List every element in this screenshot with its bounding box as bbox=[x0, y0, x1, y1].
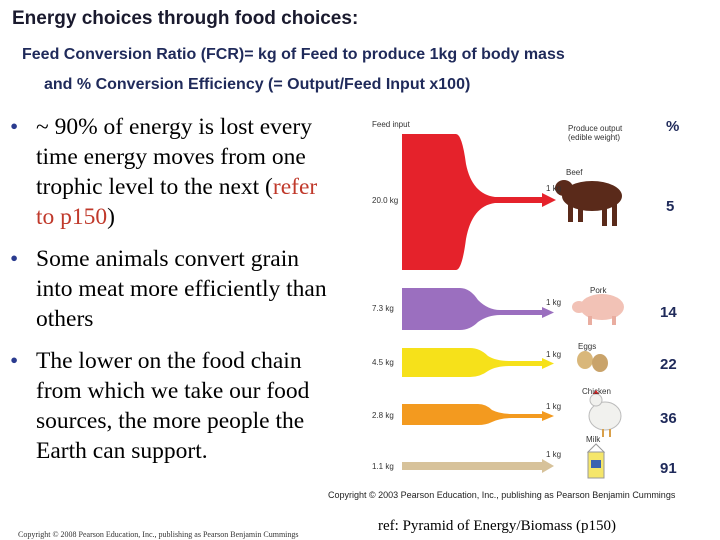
pork-feed-value: 7.3 kg bbox=[372, 304, 394, 313]
feed-conversion-figure: Feed input Produce output (edible weight… bbox=[320, 104, 650, 504]
reference-note: ref: Pyramid of Energy/Biomass (p150) bbox=[378, 518, 617, 534]
bullet-food-chain-text: The lower on the food chain from which w… bbox=[36, 348, 310, 464]
chicken-output-value: 1 kg bbox=[546, 402, 562, 411]
slide-title: Energy choices through food choices: bbox=[12, 8, 359, 29]
beef-feed-value: 20.0 kg bbox=[372, 196, 399, 205]
slide-subtitle-line2: and % Conversion Efficiency (= Output/Fe… bbox=[44, 76, 471, 93]
beef-output-value: 1 kg bbox=[546, 184, 562, 193]
pig-icon bbox=[572, 294, 624, 325]
chicken-icon bbox=[588, 390, 622, 437]
milk-label: Milk bbox=[586, 435, 601, 444]
efficiency-eggs: 22 bbox=[660, 356, 677, 373]
milk-feed-value: 1.1 kg bbox=[372, 462, 394, 471]
bullet-list: • ~ 90% of energy is lost every time ene… bbox=[10, 112, 330, 478]
feed-input-label: Feed input bbox=[372, 120, 410, 129]
chicken-flow-shape bbox=[402, 404, 542, 425]
efficiency-pork: 14 bbox=[660, 304, 677, 321]
pork-flow-shape bbox=[402, 288, 542, 330]
bullet-food-chain: • The lower on the food chain from which… bbox=[10, 346, 330, 466]
eggs-arrow-icon bbox=[542, 358, 554, 369]
cow-icon bbox=[555, 180, 622, 226]
chicken-feed-value: 2.8 kg bbox=[372, 411, 394, 420]
milk-flow-shape bbox=[402, 462, 542, 470]
milk-arrow-icon bbox=[542, 459, 554, 473]
milk-output-value: 1 kg bbox=[546, 450, 562, 459]
beef-flow-shape bbox=[402, 134, 542, 270]
chicken-label: Chicken bbox=[582, 387, 611, 396]
eggs-flow-shape bbox=[402, 348, 542, 377]
bullet-conversion: • Some animals convert grain into meat m… bbox=[10, 244, 330, 334]
bullet-energy-loss-text: ~ 90% of energy is lost every time energ… bbox=[36, 114, 312, 200]
eggs-icon bbox=[577, 351, 608, 372]
bullet-dot-icon: • bbox=[10, 246, 19, 272]
eggs-feed-value: 4.5 kg bbox=[372, 358, 394, 367]
chicken-arrow-icon bbox=[542, 411, 554, 421]
bullet-energy-loss-close: ) bbox=[107, 204, 115, 230]
bullet-dot-icon: • bbox=[10, 348, 19, 374]
slide-footer-copyright: Copyright © 2008 Pearson Education, Inc.… bbox=[18, 530, 299, 539]
bullet-reference-link: refer to p150 bbox=[36, 174, 318, 230]
milk-carton-icon bbox=[586, 443, 606, 479]
efficiency-header: % bbox=[666, 118, 680, 135]
bullet-conversion-text: Some animals convert grain into meat mor… bbox=[36, 246, 327, 332]
eggs-label: Eggs bbox=[578, 342, 597, 351]
pork-arrow-icon bbox=[542, 307, 554, 318]
beef-label: Beef bbox=[566, 168, 583, 177]
bullet-energy-loss: • ~ 90% of energy is lost every time ene… bbox=[10, 112, 330, 232]
beef-arrow-icon bbox=[542, 193, 556, 207]
slide-subtitle-line1: Feed Conversion Ratio (FCR)= kg of Feed … bbox=[22, 46, 565, 63]
efficiency-milk: 91 bbox=[660, 460, 677, 477]
figure-graphic bbox=[402, 134, 624, 479]
efficiency-chicken: 36 bbox=[660, 410, 677, 427]
figure-copyright: Copyright © 2003 Pearson Education, Inc.… bbox=[328, 490, 676, 500]
efficiency-beef: 5 bbox=[666, 198, 675, 215]
eggs-output-value: 1 kg bbox=[546, 350, 562, 359]
pork-output-value: 1 kg bbox=[546, 298, 562, 307]
produce-output-label: Produce output (edible weight) bbox=[568, 124, 623, 142]
bullet-dot-icon: • bbox=[10, 114, 19, 140]
pork-label: Pork bbox=[590, 286, 607, 295]
